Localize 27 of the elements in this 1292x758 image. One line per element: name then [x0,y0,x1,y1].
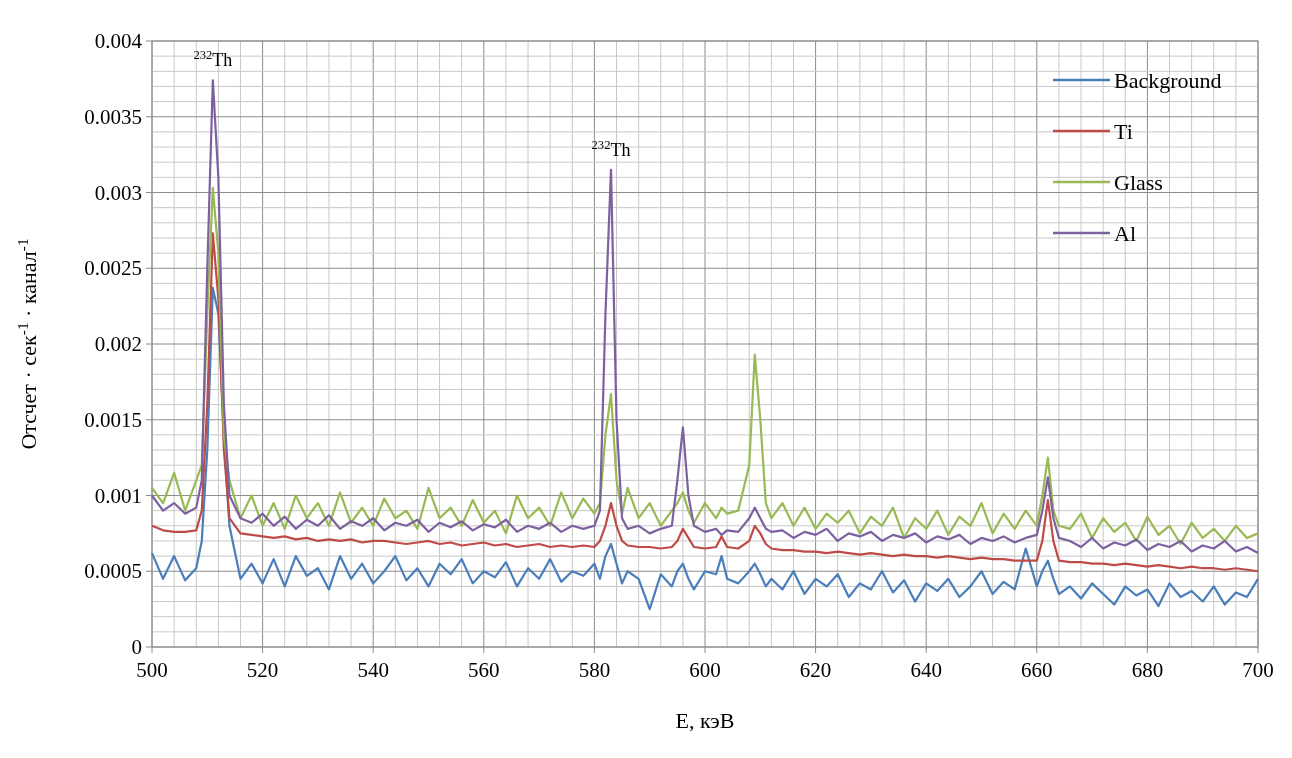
y-tick-label: 0.0005 [84,559,142,584]
legend-label: Al [1114,221,1136,246]
y-tick-label: 0.0015 [84,407,142,432]
y-tick-label: 0.0035 [84,104,142,129]
x-tick-label: 680 [1131,658,1164,682]
x-tick-label: 660 [1021,658,1053,682]
y-tick-label: 0 [131,635,142,659]
annotation: $^{232}$Th [591,137,631,160]
x-tick-label: 600 [689,658,721,682]
y-tick-label: 0.002 [94,332,142,356]
y-tick-label: 0.004 [94,29,143,53]
y-tick-label: 0.003 [94,180,142,205]
legend-label: Ti [1114,119,1133,144]
x-tick-label: 520 [246,658,279,682]
x-axis-title: E, кэВ [675,708,735,733]
x-tick-label: 700 [1242,658,1274,682]
annotation: $^{232}$Th [193,48,233,71]
y-tick-label: 0.001 [94,483,142,508]
x-tick-label: 500 [136,658,168,682]
x-tick-label: 640 [910,658,942,682]
x-tick-label: 560 [468,658,500,682]
legend-label: Glass [1114,170,1163,195]
x-tick-label: 620 [799,658,832,682]
legend-label: Background [1114,68,1222,93]
x-tick-label: 540 [357,658,389,682]
x-tick-label: 580 [578,658,611,682]
y-tick-label: 0.0025 [84,256,142,281]
